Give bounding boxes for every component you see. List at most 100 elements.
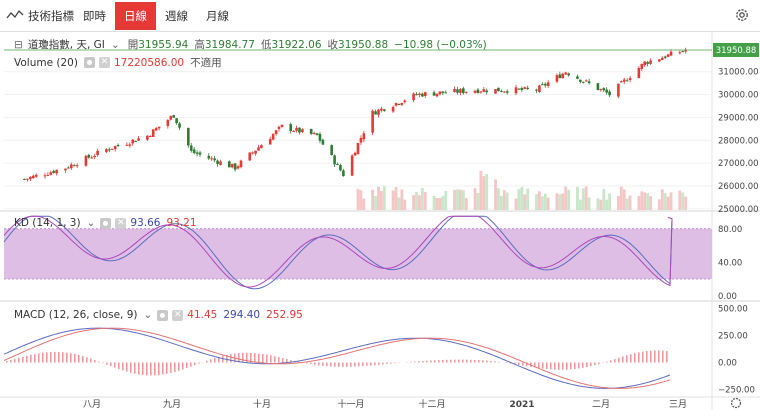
candle-body [157, 126, 161, 129]
eye-icon[interactable] [83, 57, 95, 68]
macd-histogram-bar [118, 362, 120, 370]
macd-histogram-bar [322, 362, 324, 366]
volume-bar [637, 195, 641, 210]
close-icon[interactable]: ✕ [98, 57, 110, 68]
candle-body [67, 167, 70, 169]
chevron-down-icon[interactable]: ⌄ [86, 217, 96, 229]
candle-body [207, 155, 211, 159]
candle-body [625, 80, 629, 82]
volume-bar [564, 186, 568, 210]
macd-histogram-bar [170, 362, 172, 373]
candle-body [640, 63, 644, 70]
x-tick-label: 九月 [163, 399, 181, 410]
candle-body [330, 145, 333, 155]
macd-histogram-bar [478, 360, 480, 363]
candle-body [309, 128, 313, 134]
macd-histogram-bar [306, 362, 308, 364]
macd-histogram-bar [614, 359, 616, 363]
tab-intraday[interactable]: 即時 [83, 9, 106, 23]
volume-bar [473, 188, 477, 210]
indicators-button[interactable]: 技術指標 [6, 8, 74, 24]
candle-body [660, 57, 664, 60]
candle-body [482, 89, 486, 92]
macd-histogram-bar [562, 362, 564, 370]
candle-body [561, 73, 565, 79]
candle-body [187, 127, 190, 146]
price-tag: 31950.88 [716, 46, 757, 56]
candle-body [248, 152, 252, 161]
candle-body [497, 87, 500, 92]
candle-body [213, 158, 216, 161]
candle-body [643, 61, 647, 66]
volume-bar [485, 174, 489, 210]
macd-histogram-bar [370, 362, 372, 366]
volume-bar [362, 198, 366, 210]
tab-monthly[interactable]: 月線 [206, 9, 229, 23]
candle-body [110, 148, 114, 150]
candle-body [254, 150, 257, 154]
candle-body [505, 91, 509, 93]
tab-weekly[interactable]: 週線 [165, 9, 188, 23]
x-tick-label: 十月 [253, 398, 271, 410]
volume-bar [681, 192, 685, 210]
macd-tick-label: 500.00 [718, 304, 748, 314]
macd-histogram-bar [598, 362, 600, 365]
volume-bar [535, 194, 538, 210]
d-line [3, 215, 673, 288]
volume-bar [502, 190, 506, 210]
settings-button[interactable] [734, 7, 750, 27]
close-icon[interactable]: ✕ [115, 217, 127, 229]
volume-bar [391, 190, 395, 210]
volume-bar [543, 193, 547, 210]
macd-histogram-bar [154, 362, 156, 376]
k-value: 93.66 [130, 217, 161, 229]
tab-daily[interactable]: 日線 [115, 2, 156, 30]
candle-body [684, 49, 687, 52]
volume-bar [374, 196, 377, 210]
candle-body [134, 140, 137, 142]
macd-histogram-bar [102, 362, 104, 364]
high-label: 高 [194, 39, 205, 51]
close-icon[interactable]: ✕ [172, 309, 184, 321]
volume-bar [453, 190, 456, 210]
k-line [3, 215, 673, 290]
candle-body [608, 91, 611, 96]
macd-histogram-bar [486, 360, 488, 363]
candle-body [423, 92, 427, 96]
eye-icon[interactable] [100, 217, 112, 229]
volume-bar [520, 187, 524, 210]
macd-histogram-bar [342, 362, 344, 367]
candle-body [418, 93, 421, 95]
candle-body [658, 59, 661, 62]
candle-body [260, 145, 263, 149]
macd-histogram-bar [18, 357, 20, 363]
candle-body [535, 89, 538, 91]
candle-body [46, 174, 50, 176]
macd-histogram-bar [166, 362, 168, 374]
chevron-down-icon[interactable]: ⌄ [143, 309, 153, 321]
macd-histogram-bar [222, 355, 224, 363]
close-value: 31950.88 [338, 38, 389, 51]
candle-body [485, 90, 489, 93]
macd-histogram-bar [70, 353, 72, 363]
macd-histogram-bar [450, 359, 452, 363]
candle-body [500, 91, 503, 93]
candle-body [210, 158, 214, 160]
macd-histogram-bar [66, 352, 68, 363]
indicators-label: 技術指標 [28, 9, 74, 23]
macd-histogram-bar [362, 362, 364, 367]
macd-histogram-bar [430, 360, 432, 363]
eye-icon[interactable] [157, 309, 169, 321]
volume-bar [602, 188, 606, 210]
macd-histogram-bar [86, 357, 88, 363]
collapse-icon[interactable]: ⊟ [14, 38, 23, 51]
candle-body [567, 73, 570, 76]
macd-hist-value: 41.45 [187, 309, 218, 321]
macd-histogram-bar [414, 361, 416, 363]
chevron-down-icon[interactable]: ⌄ [110, 38, 120, 51]
volume-bar [517, 189, 521, 210]
macd-histogram-bar [350, 362, 352, 367]
chart-canvas[interactable]: 25000.00 26000.00 27000.00 28000.00 29000.00… [0, 32, 760, 410]
volume-bar [578, 199, 582, 210]
macd-histogram-bar [658, 350, 660, 363]
